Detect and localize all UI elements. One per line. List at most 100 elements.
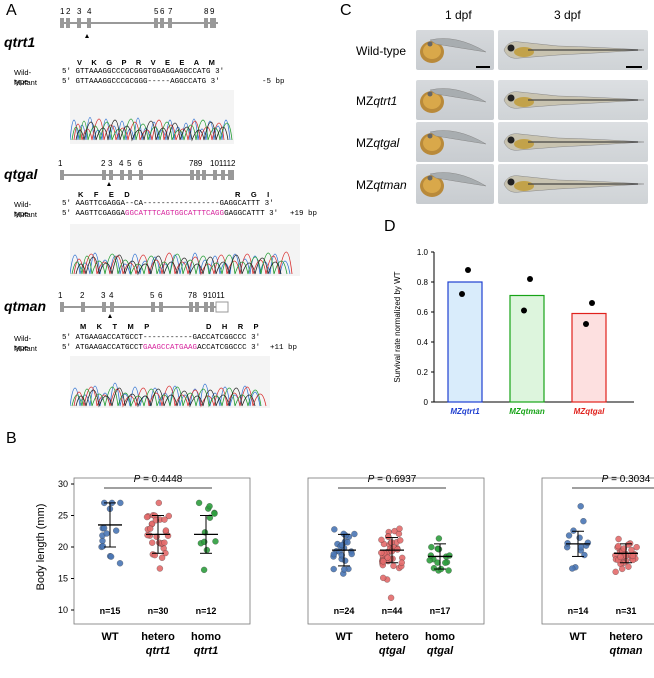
svg-text:789: 789 (189, 159, 203, 168)
embryo-photo-1dpf (416, 164, 494, 204)
data-point (164, 532, 172, 539)
y-axis-label: Body length (mm) (35, 504, 47, 591)
data-point (100, 524, 108, 532)
svg-text:4: 4 (119, 159, 124, 168)
svg-text:3: 3 (108, 159, 113, 168)
x-category-label: WT (569, 631, 586, 643)
data-point (442, 559, 449, 566)
sample-size-label: n=31 (616, 606, 637, 616)
mutant-sequence: 5' AAGTTCGAGGAGGCATTTCAGTGGCATTTCAGGGAGG… (62, 210, 279, 218)
data-point (338, 541, 346, 549)
sample-size-label: n=12 (196, 606, 217, 616)
data-point (341, 566, 348, 573)
x-category-label: WT (101, 631, 118, 643)
photo-row-label: MZqtrt1 (356, 94, 398, 108)
svg-text:6: 6 (158, 291, 163, 300)
data-point (330, 551, 337, 558)
exon-number: 2 (66, 7, 71, 16)
data-point (342, 557, 349, 564)
exon-number: 3 (77, 7, 82, 16)
chromatogram-trace (70, 90, 234, 144)
data-point (155, 499, 162, 507)
data-point (628, 546, 635, 554)
scale-bar (476, 66, 490, 68)
data-point (589, 300, 595, 306)
panel-label-b: B (6, 430, 17, 447)
data-point (445, 567, 452, 574)
sample-size-label: n=24 (334, 606, 355, 616)
chromatogram-trace (70, 356, 270, 408)
amino-acid-row-right: D H R P (206, 322, 259, 331)
larva-photo-3dpf (498, 30, 648, 70)
data-point (211, 510, 218, 517)
data-point (147, 525, 154, 532)
data-point (446, 552, 453, 559)
plot-frame (307, 477, 485, 625)
data-point (165, 512, 172, 520)
embryo-photo-1dpf (416, 30, 494, 70)
data-point (584, 539, 592, 546)
data-point (117, 499, 124, 507)
x-category-label: WT (335, 631, 352, 643)
data-point (625, 563, 632, 570)
data-point (527, 276, 533, 282)
data-point (612, 568, 619, 575)
svg-text:5: 5 (127, 159, 132, 168)
larva-photo-3dpf (498, 122, 648, 162)
mutation-size: +11 bp (270, 344, 298, 352)
y-tick-label: 30 (58, 479, 68, 489)
data-point (459, 291, 465, 297)
data-point (620, 545, 628, 552)
data-point (351, 530, 358, 538)
data-point (435, 545, 442, 553)
data-point (116, 560, 124, 567)
data-point (338, 552, 345, 559)
plot-frame (73, 477, 251, 625)
exon-number: 4 (87, 7, 92, 16)
x-category-label: hetero (375, 631, 409, 643)
mutation-size: +19 bp (290, 210, 318, 218)
data-point (113, 527, 120, 534)
data-point (396, 525, 403, 532)
larva-photo-3dpf (498, 164, 648, 204)
sample-size-label: n=30 (148, 606, 169, 616)
x-category-label: hetero (609, 631, 643, 643)
x-category-sublabel: qtgal (427, 645, 454, 657)
gene-structure-diagram: 1 2 3 4 5 6 7 8 9 (60, 7, 218, 38)
mutant-label: Mutant (14, 344, 37, 353)
embryo-photo-1dpf (416, 80, 494, 120)
y-tick-label: 0 (424, 398, 429, 407)
data-point (521, 307, 527, 314)
data-point (206, 503, 213, 510)
data-point (161, 516, 168, 523)
data-point (397, 537, 404, 544)
data-point (633, 544, 640, 551)
data-point (387, 594, 395, 601)
y-axis-label: Survival rate normalized by WT (393, 271, 402, 382)
data-point (617, 553, 624, 561)
data-point (580, 518, 587, 525)
gene-name: qtgal (4, 166, 38, 182)
y-tick-label: 0.2 (417, 368, 429, 377)
data-point (615, 542, 622, 550)
exon-number: 9 (210, 7, 215, 16)
svg-text:1: 1 (58, 291, 63, 300)
column-header-3dpf: 3 dpf (554, 8, 581, 22)
x-category-label: MZqtrt1 (450, 407, 480, 416)
svg-text:78: 78 (188, 291, 197, 300)
exon-number: 5 (154, 7, 159, 16)
data-point (203, 546, 211, 554)
amino-acid-row-right: R G I (235, 190, 270, 199)
photo-row-label: MZqtman (356, 178, 407, 192)
mutant-sequence: 5' ATGAAGACCATGCCTGAAGCCATGAAGACCATCGGCC… (62, 344, 261, 352)
bar (509, 294, 545, 403)
panel-label-a: A (6, 2, 17, 19)
data-point (99, 537, 106, 545)
panel-label-d: D (384, 218, 396, 235)
data-point (398, 559, 405, 566)
x-category-sublabel: qtgal (379, 645, 406, 657)
wild-type-label: Wild-type (14, 68, 32, 86)
y-tick-label: 0.6 (417, 308, 429, 317)
x-category-label: homo (191, 631, 221, 643)
